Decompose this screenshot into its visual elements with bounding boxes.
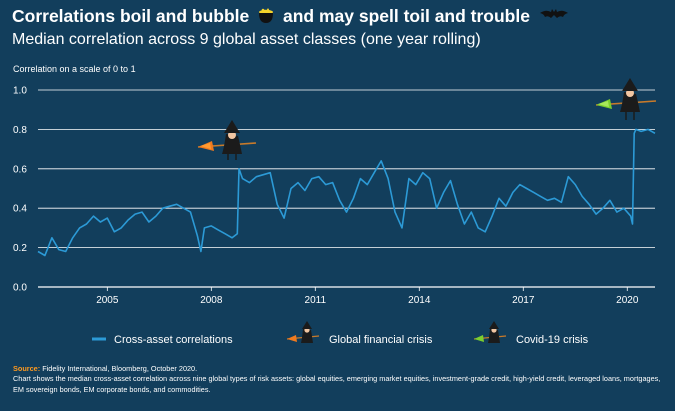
legend-item-cross-asset: Cross-asset correlations bbox=[92, 334, 233, 346]
chart-subtitle: Median correlation across 9 global asset… bbox=[12, 31, 481, 48]
x-tick-label: 2011 bbox=[305, 295, 327, 306]
y-tick-labels: 0.0 0.2 0.4 0.6 0.8 1.0 bbox=[13, 86, 27, 294]
witch-covid-icon bbox=[595, 78, 657, 120]
source-line: Source: Fidelity International, Bloomber… bbox=[13, 364, 668, 374]
x-tick-labels: 2005 2008 2011 2014 2017 2020 bbox=[96, 287, 639, 306]
chart-area: 0.00.20.40.60.81.0 2005 2008 2011 2014 2017 2… bbox=[13, 78, 657, 346]
bat-icon bbox=[539, 9, 568, 18]
title-text-part1: Correlations boil and bubble bbox=[12, 6, 250, 26]
legend-witch-covid-icon bbox=[473, 321, 507, 343]
x-tick-label: 2014 bbox=[408, 295, 431, 306]
chart-footer: Source: Fidelity International, Bloomber… bbox=[13, 364, 668, 395]
legend-label-covid: Covid-19 crisis bbox=[516, 334, 589, 346]
legend-witch-gfc-icon bbox=[286, 321, 320, 343]
grid-lines bbox=[38, 89, 655, 288]
y-tick-label: 0.0 bbox=[13, 283, 27, 294]
witch-gfc-icon bbox=[197, 120, 257, 160]
x-tick-label: 2005 bbox=[96, 295, 119, 306]
legend-item-covid: Covid-19 crisis bbox=[473, 321, 589, 346]
legend-item-gfc: Global financial crisis bbox=[286, 321, 433, 346]
x-tick-label: 2017 bbox=[512, 295, 535, 306]
series-group bbox=[37, 128, 656, 257]
y-tick-label: 0.8 bbox=[13, 125, 27, 136]
legend-label-gfc: Global financial crisis bbox=[329, 334, 433, 346]
title-text-part2: and may spell toil and trouble bbox=[282, 6, 530, 26]
y-tick-label: 1.0 bbox=[13, 86, 27, 97]
legend: Cross-asset correlations Global financia… bbox=[92, 321, 589, 346]
source-label: Source: bbox=[13, 364, 41, 373]
y-tick-label: 0.2 bbox=[13, 243, 27, 254]
chart-title: Correlations boil and bubble and may spe… bbox=[12, 6, 569, 27]
legend-label-cross-asset: Cross-asset correlations bbox=[114, 334, 233, 346]
y-tick-label: 0.6 bbox=[13, 164, 27, 175]
y-tick-label: 0.4 bbox=[13, 204, 27, 215]
cauldron-icon bbox=[259, 8, 274, 23]
y-axis-label: Correlation on a scale of 0 to 1 bbox=[13, 64, 136, 74]
source-text: Fidelity International, Bloomberg, Octob… bbox=[42, 364, 198, 373]
x-tick-label: 2008 bbox=[200, 295, 223, 306]
x-tick-label: 2020 bbox=[616, 295, 639, 306]
series-line-cross-asset-correlations bbox=[37, 128, 656, 257]
footnote: Chart shows the median cross-asset corre… bbox=[13, 374, 661, 394]
